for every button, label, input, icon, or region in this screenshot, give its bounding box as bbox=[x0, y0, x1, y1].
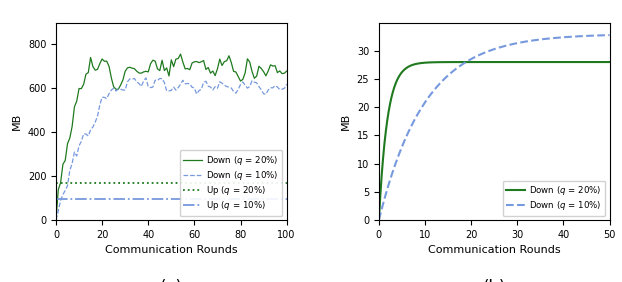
X-axis label: Communication Rounds: Communication Rounds bbox=[428, 245, 560, 255]
Down ($q$ = 20%) bbox=[68, 125, 76, 128]
Down ($q$ = 20%) bbox=[375, 218, 383, 222]
Down ($q$ = 10%) bbox=[600, 34, 608, 37]
Down ($q$ = 20%) bbox=[193, 60, 200, 63]
Down ($q$ = 20%) bbox=[228, 61, 235, 64]
Down ($q$ = 20%) bbox=[513, 60, 520, 64]
Down ($q$ = 20%) bbox=[500, 60, 508, 64]
Down ($q$ = 20%) bbox=[486, 60, 494, 64]
Down ($q$ = 10%) bbox=[142, 76, 150, 80]
Up ($q$ = 20%) bbox=[55, 181, 62, 184]
Down ($q$ = 20%) bbox=[159, 59, 166, 62]
Down ($q$ = 20%) bbox=[606, 60, 613, 64]
X-axis label: Communication Rounds: Communication Rounds bbox=[105, 245, 238, 255]
Text: (a): (a) bbox=[160, 279, 183, 282]
Y-axis label: MB: MB bbox=[12, 113, 22, 130]
Down ($q$ = 20%) bbox=[564, 60, 572, 64]
Legend: Down ($q$ = 20%), Down ($q$ = 10%), Up ($q$ = 20%), Up ($q$ = 10%): Down ($q$ = 20%), Down ($q$ = 10%), Up (… bbox=[180, 150, 282, 216]
Down ($q$ = 10%) bbox=[513, 42, 520, 45]
Up ($q$ = 10%) bbox=[55, 197, 62, 201]
Down ($q$ = 10%) bbox=[160, 81, 168, 84]
Down ($q$ = 10%) bbox=[52, 218, 60, 222]
Down ($q$ = 10%) bbox=[193, 92, 200, 96]
Down ($q$ = 20%) bbox=[485, 60, 492, 64]
Down ($q$ = 20%) bbox=[177, 52, 184, 56]
Down ($q$ = 10%) bbox=[606, 33, 613, 37]
Down ($q$ = 10%) bbox=[375, 218, 383, 222]
Line: Down ($q$ = 20%): Down ($q$ = 20%) bbox=[56, 54, 287, 220]
Down ($q$ = 10%) bbox=[228, 86, 235, 90]
Line: Down ($q$ = 10%): Down ($q$ = 10%) bbox=[379, 35, 610, 220]
Down ($q$ = 20%) bbox=[52, 218, 60, 222]
Legend: Down ($q$ = 20%), Down ($q$ = 10%): Down ($q$ = 20%), Down ($q$ = 10%) bbox=[503, 180, 605, 216]
Down ($q$ = 20%) bbox=[216, 58, 223, 61]
Text: (b): (b) bbox=[483, 279, 506, 282]
Down ($q$ = 20%) bbox=[110, 85, 118, 89]
Down ($q$ = 10%) bbox=[110, 87, 118, 90]
Down ($q$ = 10%) bbox=[216, 80, 223, 83]
Up ($q$ = 20%) bbox=[52, 181, 60, 184]
Up ($q$ = 10%) bbox=[52, 197, 60, 201]
Down ($q$ = 10%) bbox=[500, 45, 508, 48]
Line: Down ($q$ = 10%): Down ($q$ = 10%) bbox=[56, 78, 287, 220]
Down ($q$ = 10%) bbox=[564, 35, 572, 39]
Down ($q$ = 20%) bbox=[283, 69, 290, 73]
Down ($q$ = 10%) bbox=[486, 49, 494, 52]
Down ($q$ = 10%) bbox=[68, 162, 76, 165]
Down ($q$ = 20%) bbox=[600, 60, 608, 64]
Line: Down ($q$ = 20%): Down ($q$ = 20%) bbox=[379, 62, 610, 220]
Down ($q$ = 10%) bbox=[283, 83, 290, 86]
Down ($q$ = 10%) bbox=[485, 49, 492, 53]
Y-axis label: MB: MB bbox=[341, 113, 351, 130]
